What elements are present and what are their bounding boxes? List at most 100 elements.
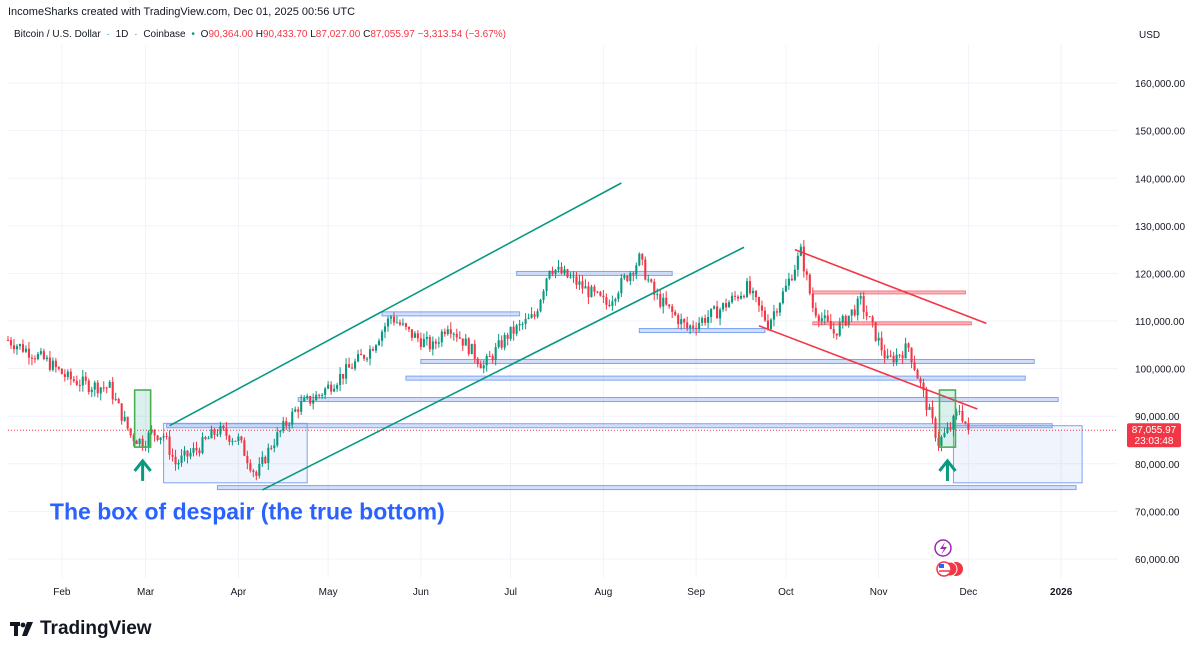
- candle: [365, 356, 369, 363]
- candle: [183, 446, 186, 462]
- candle: [111, 376, 114, 405]
- candle: [886, 348, 889, 359]
- candle: [698, 316, 701, 332]
- candle: [790, 274, 793, 282]
- candle-body: [12, 345, 16, 350]
- candle: [252, 468, 255, 478]
- candle: [916, 368, 919, 379]
- candle: [327, 381, 330, 390]
- candle-body: [841, 315, 844, 323]
- separator-dot: ·: [134, 29, 138, 40]
- candle: [240, 435, 243, 444]
- candle-body: [832, 329, 835, 334]
- candle: [775, 308, 778, 317]
- candle-body: [318, 394, 321, 396]
- candle-body: [473, 343, 476, 359]
- candle-body: [249, 463, 252, 471]
- candle-body: [533, 314, 536, 317]
- candle-body: [66, 371, 69, 377]
- candle-body: [252, 470, 255, 472]
- candle: [500, 335, 503, 350]
- candle-body: [216, 434, 219, 436]
- candle-body: [377, 340, 381, 346]
- candle-body: [470, 343, 473, 355]
- candle: [521, 321, 524, 330]
- candle: [159, 437, 162, 445]
- candle-body: [494, 347, 497, 360]
- candle-body: [964, 421, 967, 424]
- candle-body: [844, 315, 847, 326]
- candle: [934, 416, 937, 442]
- candle-body: [838, 322, 841, 336]
- candle: [751, 287, 755, 301]
- candle: [754, 290, 758, 303]
- candle-body: [826, 315, 829, 322]
- candle-body: [835, 333, 838, 336]
- candle-body: [255, 471, 258, 476]
- candle-body: [294, 409, 297, 412]
- candle: [267, 443, 270, 470]
- candle: [306, 393, 309, 400]
- candle-body: [910, 347, 913, 363]
- candle: [817, 313, 820, 328]
- candle: [401, 318, 404, 327]
- candle-body: [312, 400, 315, 404]
- zone-band: [216, 485, 1077, 491]
- candle: [9, 337, 13, 349]
- candle: [138, 438, 141, 447]
- candle-body: [521, 323, 524, 325]
- candle: [120, 403, 123, 425]
- candle: [12, 339, 16, 354]
- candle-body: [141, 438, 144, 448]
- candle-body: [817, 315, 820, 322]
- candle: [177, 459, 180, 470]
- candle: [33, 355, 36, 364]
- candle: [551, 266, 554, 277]
- change-value: −3,313.54 (−3.67%): [417, 29, 506, 40]
- price-tick-label: 110,000.00: [1135, 317, 1185, 328]
- candle-body: [126, 416, 129, 429]
- candle: [479, 360, 482, 369]
- candle-body: [716, 306, 719, 319]
- last-price-label: 87,055.97: [1132, 425, 1177, 436]
- candle: [30, 354, 33, 366]
- tradingview-logo[interactable]: TradingView: [10, 618, 152, 640]
- candle: [354, 358, 357, 371]
- candle: [793, 264, 796, 281]
- candle-body: [916, 369, 919, 379]
- candle-body: [75, 380, 78, 385]
- candle: [725, 298, 728, 312]
- timeframe-label[interactable]: 1D: [115, 29, 129, 40]
- candle: [407, 326, 410, 333]
- candle: [132, 433, 135, 447]
- candle-body: [219, 426, 222, 435]
- candle: [150, 425, 153, 435]
- candle: [943, 427, 946, 438]
- candle-body: [204, 437, 207, 439]
- candle-body: [401, 323, 404, 325]
- candle: [279, 429, 282, 438]
- candle-body: [389, 316, 393, 319]
- candle: [686, 316, 689, 332]
- candle-body: [476, 358, 479, 365]
- candle: [512, 320, 515, 341]
- symbol-name[interactable]: Bitcoin / U.S. Dollar: [14, 29, 101, 40]
- resistance-band: [812, 321, 972, 326]
- up-arrow-icon: [133, 458, 152, 481]
- candle: [599, 290, 602, 297]
- candle-body: [383, 326, 387, 332]
- zone-band: [405, 375, 1026, 381]
- candle: [392, 312, 396, 326]
- candle: [964, 421, 967, 425]
- candle-body: [267, 447, 270, 464]
- candle-body: [362, 355, 366, 359]
- candle: [829, 314, 832, 330]
- currency-label[interactable]: USD: [1139, 30, 1161, 41]
- candle: [473, 339, 476, 364]
- candle-body: [704, 318, 707, 323]
- candle-body: [515, 325, 518, 334]
- candle-body: [539, 299, 542, 312]
- candle-body: [751, 290, 755, 294]
- candle-body: [919, 378, 922, 383]
